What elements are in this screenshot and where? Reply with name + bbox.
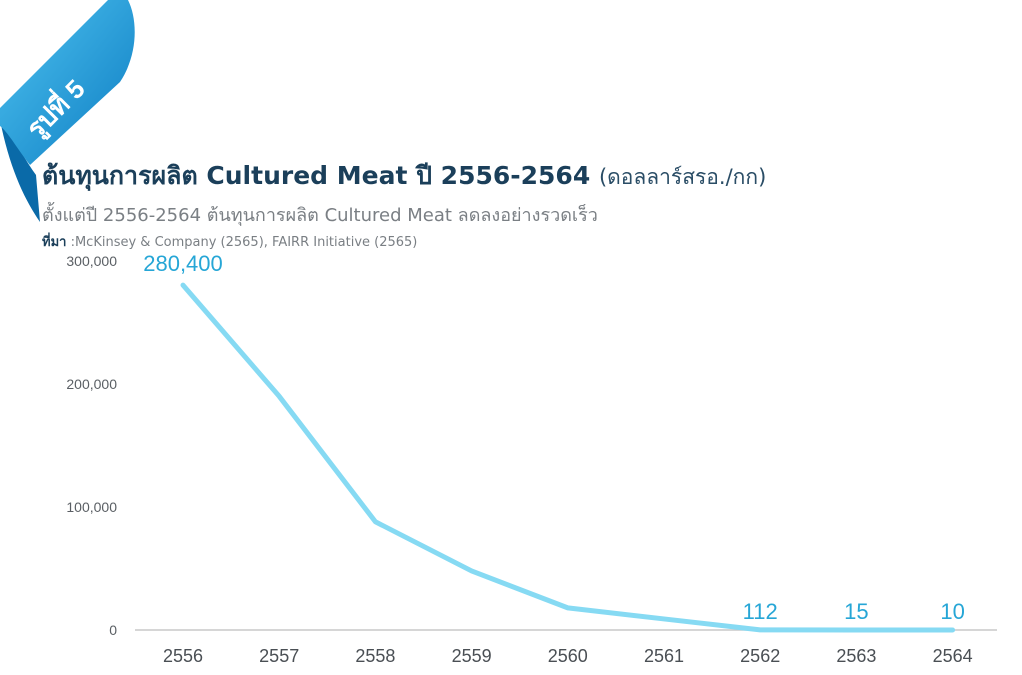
x-tick-label: 2558 [355, 646, 395, 666]
x-tick-label: 2563 [836, 646, 876, 666]
x-tick-label: 2564 [933, 646, 973, 666]
data-label: 112 [743, 599, 778, 624]
figure-badge-ribbon: รูปที่ 5 [0, 0, 135, 222]
data-label: 280,400 [143, 251, 223, 276]
chart-title: ต้นทุนการผลิต Cultured Meat ปี 2556-2564 [42, 161, 591, 190]
source-text: :McKinsey & Company (2565), FAIRR Initia… [66, 235, 418, 250]
title-block: ต้นทุนการผลิต Cultured Meat ปี 2556-2564… [42, 156, 766, 252]
chart-subtitle: ตั้งแต่ปี 2556-2564 ต้นทุนการผลิต Cultur… [42, 205, 598, 226]
data-label: 15 [844, 599, 868, 624]
data-label: 10 [940, 599, 964, 624]
y-tick-label: 200,000 [66, 376, 117, 392]
x-tick-label: 2559 [452, 646, 492, 666]
x-tick-label: 2562 [740, 646, 780, 666]
y-tick-label: 100,000 [66, 499, 117, 515]
x-tick-label: 2560 [548, 646, 588, 666]
x-tick-label: 2557 [259, 646, 299, 666]
y-tick-label: 0 [109, 622, 117, 638]
x-tick-label: 2556 [163, 646, 203, 666]
ribbon-tail [0, 120, 40, 222]
series-line [180, 282, 956, 633]
ribbon-band [0, 0, 135, 165]
chart-unit: (ดอลลาร์สรอ./กก) [598, 165, 767, 189]
chart-title-line: ต้นทุนการผลิต Cultured Meat ปี 2556-2564… [42, 156, 766, 196]
x-tick-label: 2561 [644, 646, 684, 666]
source-label: ที่มา [42, 235, 67, 250]
chart-source: ที่มา :McKinsey & Company (2565), FAIRR … [42, 231, 766, 252]
y-tick-label: 300,000 [66, 253, 117, 269]
